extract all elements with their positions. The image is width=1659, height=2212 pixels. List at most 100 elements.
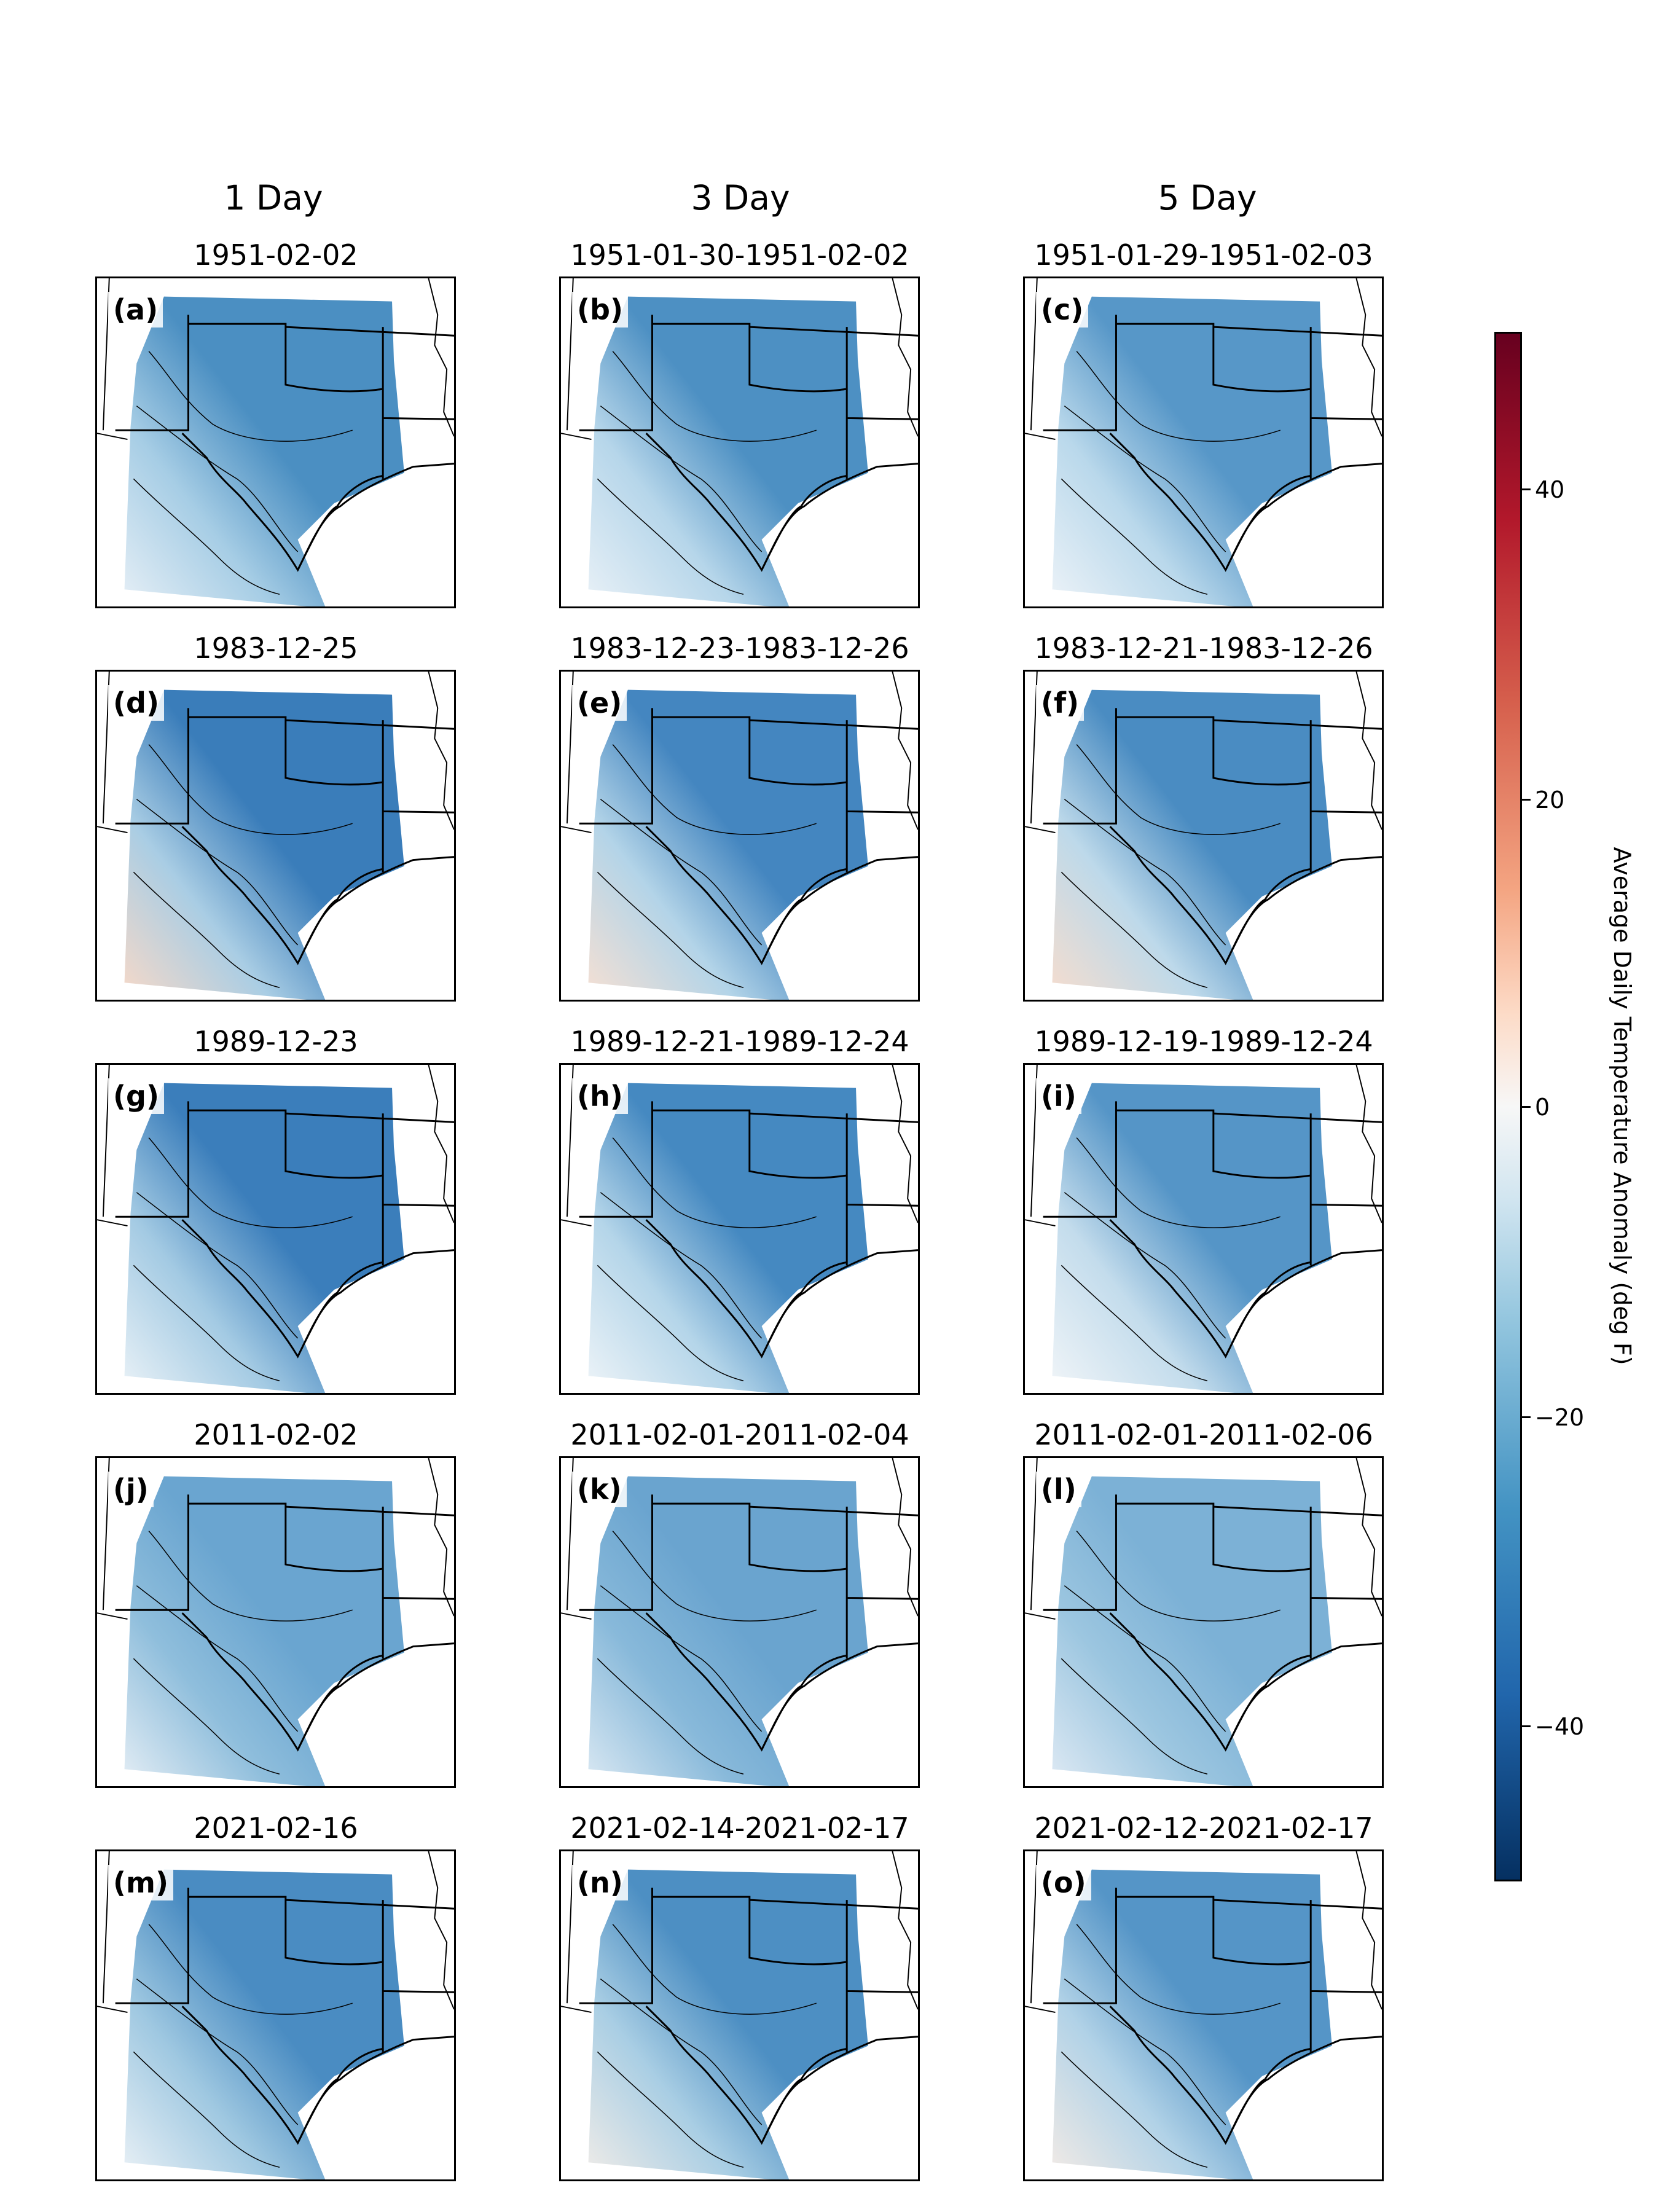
panel-label: (g) [108,1078,164,1114]
temperature-anomaly-field [1052,1083,1332,1393]
map-panel: (k) [559,1456,920,1788]
state-border-east [428,278,454,437]
state-border-east [1355,1851,1382,2010]
panel-label: (l) [1036,1472,1081,1507]
contour-line [1076,351,1281,442]
panel-title: 1951-02-02 [194,238,358,272]
map-panel: (l) [1023,1456,1384,1788]
contour-line [133,1265,280,1381]
gulf-coastline [297,463,454,571]
colorbar-tick-40: 40 [1535,476,1565,503]
gulf-coastline [1225,856,1382,964]
temperature-anomaly-field [588,689,868,1000]
state-borders [115,315,454,572]
state-border-east [428,672,454,830]
temperature-anomaly-field [124,1476,404,1786]
temperature-anomaly-field [124,689,404,1000]
state-borders [579,1888,918,2145]
state-borders [1043,1494,1382,1752]
contour-line [597,1265,744,1381]
panel-title: 1951-01-29-1951-02-03 [1034,238,1373,272]
map-panel: (d) [95,670,456,1002]
map-svg [1025,672,1382,1000]
map-panel: (a) [95,276,456,608]
contour-line [597,1658,744,1775]
temperature-anomaly-field [1052,689,1332,1000]
colorbar-tick-neg20: −20 [1535,1404,1585,1431]
gulf-coastline [761,856,918,964]
map-svg [97,1851,454,2179]
map-panel: (h) [559,1063,920,1395]
gulf-coastline [761,1642,918,1751]
state-border-east [1355,672,1382,830]
contour-line [148,1924,353,2015]
gulf-coastline [1225,1249,1382,1357]
contour-line [1061,871,1208,988]
panel-title: 2011-02-01-2011-02-04 [570,1418,909,1451]
state-borders [579,708,918,965]
contour-line [133,478,280,595]
panel-title: 2011-02-01-2011-02-06 [1034,1418,1373,1451]
contour-line [148,744,353,835]
state-borders [115,1494,454,1752]
panel-title: 2011-02-02 [194,1418,358,1451]
temperature-anomaly-field [1052,1869,1332,2179]
map-svg [561,1851,918,2179]
state-borders [1043,1888,1382,2145]
panel-title: 1989-12-21-1989-12-24 [570,1025,909,1058]
state-border-east [428,1065,454,1223]
gulf-coastline [297,2036,454,2144]
panel-label: (a) [108,292,163,327]
colorbar [1494,332,1522,1881]
state-borders [1043,315,1382,572]
map-svg [561,672,918,1000]
contour-line [1076,1137,1281,1228]
panel-title: 1989-12-19-1989-12-24 [1034,1025,1373,1058]
map-panel: (n) [559,1849,920,2181]
contour-line [133,2051,280,2168]
gulf-coastline [761,2036,918,2144]
panel-label: (j) [108,1472,154,1507]
state-borders [1043,1101,1382,1359]
map-svg [1025,278,1382,606]
gulf-coastline [761,463,918,571]
contour-line [612,351,817,442]
panel-label: (e) [572,685,627,721]
panel-title: 1983-12-25 [194,632,358,665]
state-border-east [1355,1065,1382,1223]
state-borders [579,315,918,572]
state-border-east [892,1851,918,2010]
contour-line [1061,478,1208,595]
map-panel: (j) [95,1456,456,1788]
panel-label: (i) [1036,1078,1081,1114]
contour-line [1061,1658,1208,1775]
colorbar-label: Average Daily Temperature Anomaly (deg F… [1609,847,1636,1365]
map-svg [561,1458,918,1786]
map-svg [97,278,454,606]
map-svg [561,1065,918,1393]
gulf-coastline [761,1249,918,1357]
contour-line [133,1658,280,1775]
temperature-anomaly-field [124,296,404,606]
temperature-anomaly-field [124,1869,404,2179]
column-title-3: 5 Day [1158,178,1257,218]
contour-line [612,1137,817,1228]
state-border-east [428,1458,454,1617]
gulf-coastline [1225,2036,1382,2144]
temperature-anomaly-field [1052,296,1332,606]
map-panel: (g) [95,1063,456,1395]
state-border-east [892,1065,918,1223]
panel-title: 2021-02-14-2021-02-17 [570,1811,909,1845]
state-border-east [892,672,918,830]
panel-label: (f) [1036,685,1084,721]
state-border-east [428,1851,454,2010]
map-panel: (c) [1023,276,1384,608]
temperature-anomaly-field [124,1083,404,1393]
contour-line [148,1137,353,1228]
contour-line [1076,1924,1281,2015]
gulf-coastline [1225,1642,1382,1751]
state-borders [1043,708,1382,965]
panel-title: 1983-12-23-1983-12-26 [570,632,909,665]
panel-label: (n) [572,1865,628,1900]
map-svg [97,672,454,1000]
